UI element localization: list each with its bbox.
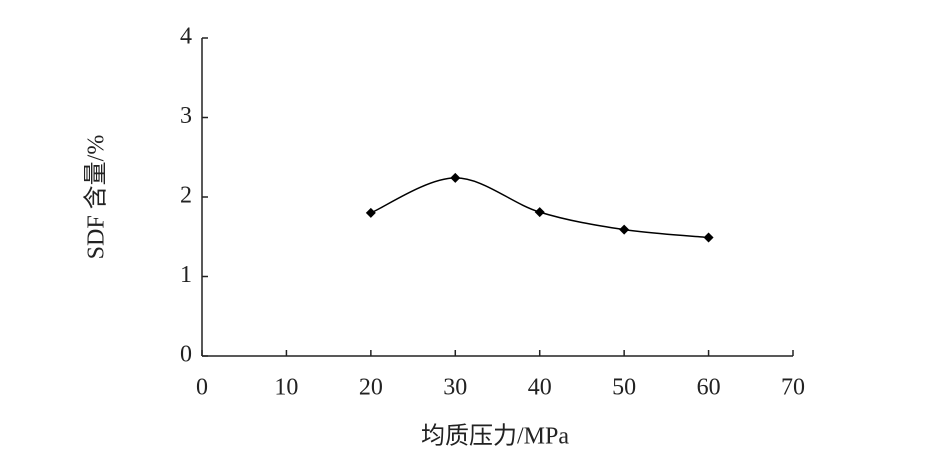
y-tick-label: 3: [180, 103, 192, 129]
y-tick-label: 1: [180, 262, 192, 288]
y-tick-label: 2: [180, 183, 192, 209]
marker: [534, 207, 545, 218]
marker: [450, 172, 461, 183]
x-tick-label: 70: [781, 375, 805, 401]
y-axis-label: SDF 含量/%: [83, 135, 110, 260]
x-tick-label: 40: [528, 375, 552, 401]
marker: [365, 207, 376, 218]
x-tick-label: 60: [697, 375, 721, 401]
x-tick-label: 10: [274, 375, 298, 401]
x-tick-label: 20: [359, 375, 383, 401]
x-axis-label: 均质压力/MPa: [421, 423, 569, 450]
x-tick-label: 30: [443, 375, 467, 401]
y-tick-label: 0: [180, 342, 192, 368]
x-tick-label: 50: [612, 375, 636, 401]
marker: [619, 224, 630, 235]
y-tick-label: 4: [180, 24, 192, 50]
marker: [703, 232, 714, 243]
x-tick-label: 0: [196, 375, 208, 401]
